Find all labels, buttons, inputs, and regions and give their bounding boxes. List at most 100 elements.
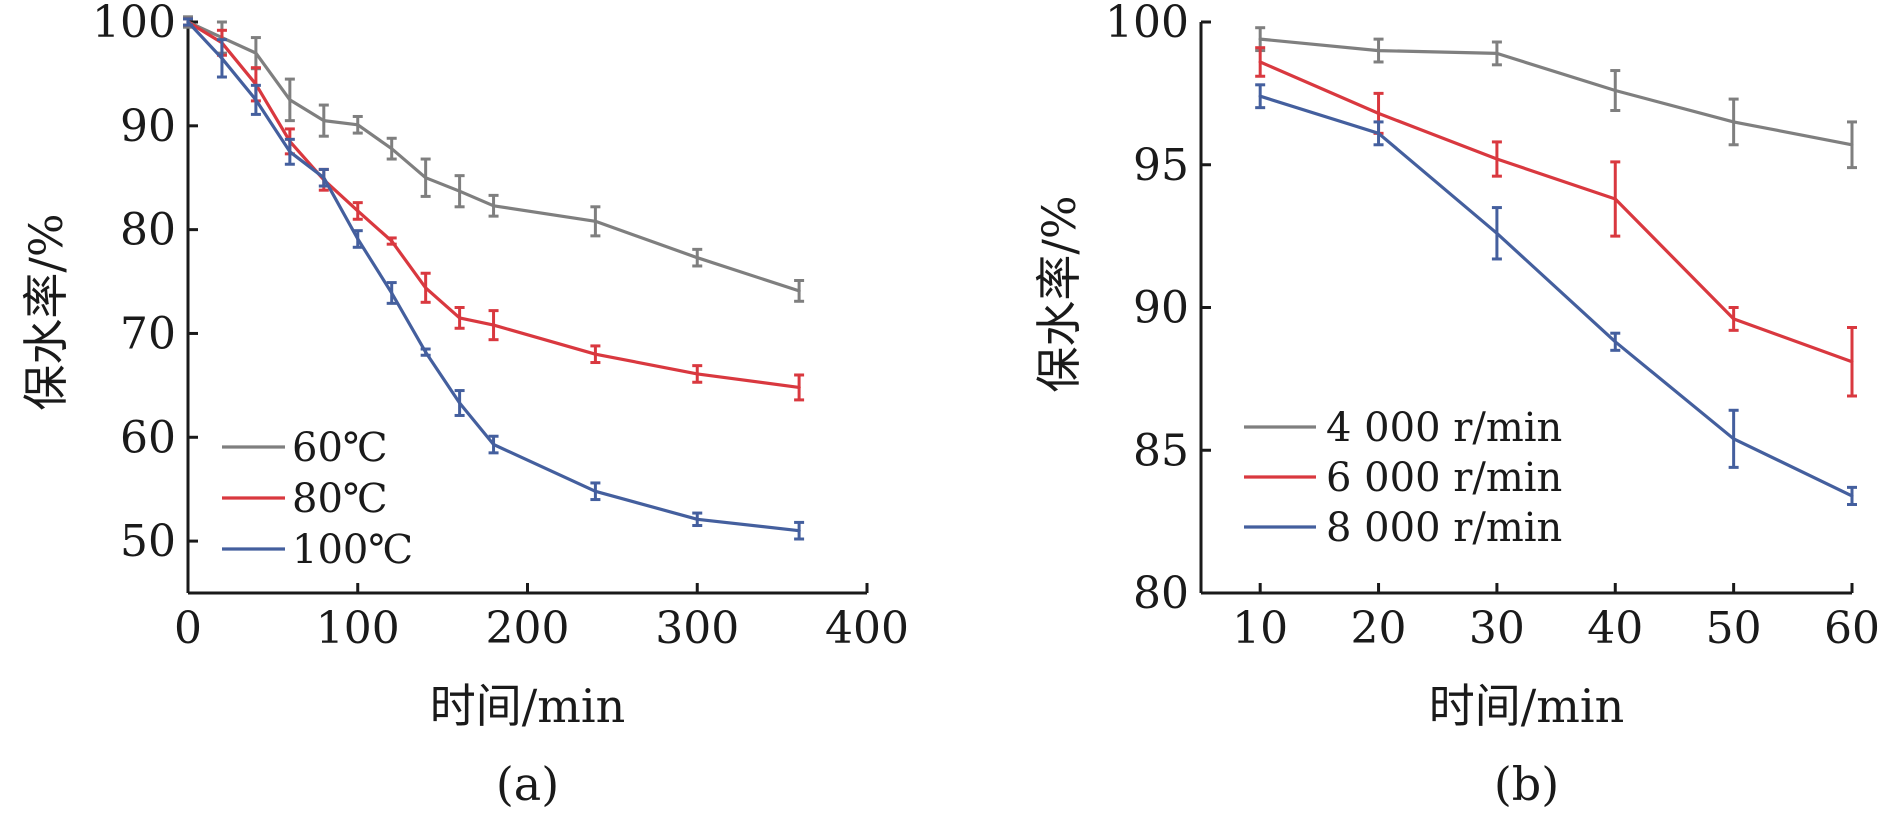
error-bar: [794, 279, 805, 303]
data-point: [1850, 494, 1854, 498]
data-point: [695, 517, 699, 521]
legend-entry: 80℃: [222, 476, 388, 522]
error-bar: [1373, 120, 1384, 147]
data-point: [695, 372, 699, 376]
error-bar: [488, 434, 499, 455]
x-tick-label: 30: [1469, 603, 1525, 654]
error-bar: [1610, 331, 1621, 352]
y-tick-label: 60: [120, 412, 176, 463]
error-bar: [352, 201, 363, 221]
data-point: [593, 489, 597, 493]
error-bar: [1847, 120, 1857, 170]
y-tick-label: 50: [120, 516, 176, 567]
series-line: [186, 20, 801, 533]
data-point: [390, 291, 394, 295]
data-point: [322, 176, 326, 180]
error-bar: [183, 17, 193, 27]
x-tick-label: 50: [1706, 603, 1762, 654]
data-point: [424, 350, 428, 354]
data-point: [593, 352, 597, 356]
x-tick-label: 40: [1587, 603, 1643, 654]
data-point: [797, 289, 801, 293]
x-tick-label: 10: [1232, 603, 1288, 654]
x-tick-label: 0: [174, 603, 202, 654]
legend-entry: 6 000 r/min: [1244, 455, 1562, 501]
series-1: [1255, 46, 1857, 398]
error-bar: [420, 271, 431, 304]
x-axis-title: 时间/min: [1429, 679, 1624, 733]
error-bar: [1847, 485, 1857, 506]
data-point: [1732, 437, 1736, 441]
data-point: [1613, 340, 1617, 344]
error-bar: [318, 167, 329, 188]
panel-label: (b): [1494, 757, 1559, 811]
data-point: [1258, 94, 1262, 98]
error-bar: [420, 157, 431, 198]
error-bar: [284, 77, 295, 123]
y-tick-label: 80: [1133, 568, 1189, 619]
error-bar: [386, 136, 397, 161]
legend-label: 6 000 r/min: [1326, 455, 1562, 501]
error-bar: [352, 114, 363, 135]
error-bar: [1491, 206, 1502, 261]
legend-entry: 60℃: [222, 425, 388, 471]
data-point: [492, 443, 496, 447]
y-tick-label: 95: [1133, 140, 1189, 191]
legend-entry: 4 000 r/min: [1244, 405, 1562, 451]
data-point: [1850, 143, 1854, 147]
data-point: [1258, 60, 1262, 64]
error-bar: [1728, 97, 1739, 147]
error-bar: [454, 389, 465, 417]
y-tick-label: 70: [120, 308, 176, 359]
error-bar: [1255, 46, 1266, 78]
error-bar: [250, 83, 261, 116]
error-bar: [318, 103, 329, 138]
y-tick-label: 90: [1133, 283, 1189, 334]
error-bar: [1491, 140, 1502, 178]
data-point: [288, 150, 292, 154]
data-point: [492, 204, 496, 208]
data-point: [1732, 317, 1736, 321]
data-point: [220, 56, 224, 60]
legend-label: 60℃: [292, 425, 388, 471]
data-point: [254, 98, 258, 102]
x-axis-title: 时间/min: [430, 679, 625, 733]
error-bar: [1255, 83, 1266, 110]
error-bar: [1610, 69, 1621, 113]
data-point: [1377, 131, 1381, 135]
data-point: [288, 98, 292, 102]
error-bar: [794, 520, 805, 541]
y-tick-label: 100: [92, 0, 176, 48]
data-point: [254, 51, 258, 55]
y-axis-title: 保水率/%: [1032, 195, 1086, 392]
y-tick-label: 80: [120, 205, 176, 256]
error-bar: [590, 344, 601, 365]
x-tick-label: 60: [1824, 603, 1879, 654]
legend-entry: 100℃: [222, 527, 413, 573]
data-point: [1613, 197, 1617, 201]
data-point: [1850, 360, 1854, 364]
data-point: [390, 147, 394, 151]
data-point: [390, 239, 394, 243]
panel-label: (a): [496, 757, 559, 811]
y-axis-title: 保水率/%: [19, 213, 73, 410]
data-point: [797, 385, 801, 389]
panel-a: 50 60 70 80 90 100 0 100 200 300 400 时间/min 保水率/% (a)…: [19, 0, 909, 811]
series-0: [1255, 26, 1857, 170]
panel-b: 80 85 90 95 100 10 20 30 40 50 60 时间/min 保水率/% (b) 4 0…: [1032, 0, 1879, 811]
data-point: [356, 123, 360, 127]
data-point: [322, 119, 326, 123]
x-tick-label: 20: [1351, 603, 1407, 654]
error-bar: [1373, 37, 1384, 64]
data-point: [458, 316, 462, 320]
series-line: [186, 20, 801, 293]
error-bar: [1728, 306, 1739, 332]
y-tick-label: 100: [1105, 0, 1189, 48]
error-bar: [216, 38, 227, 79]
legend-label: 100℃: [292, 527, 413, 573]
legend-label: 80℃: [292, 476, 388, 522]
x-tick-label: 100: [316, 603, 400, 654]
legend-label: 8 000 r/min: [1326, 505, 1562, 551]
error-bar: [454, 306, 465, 330]
data-point: [424, 286, 428, 290]
